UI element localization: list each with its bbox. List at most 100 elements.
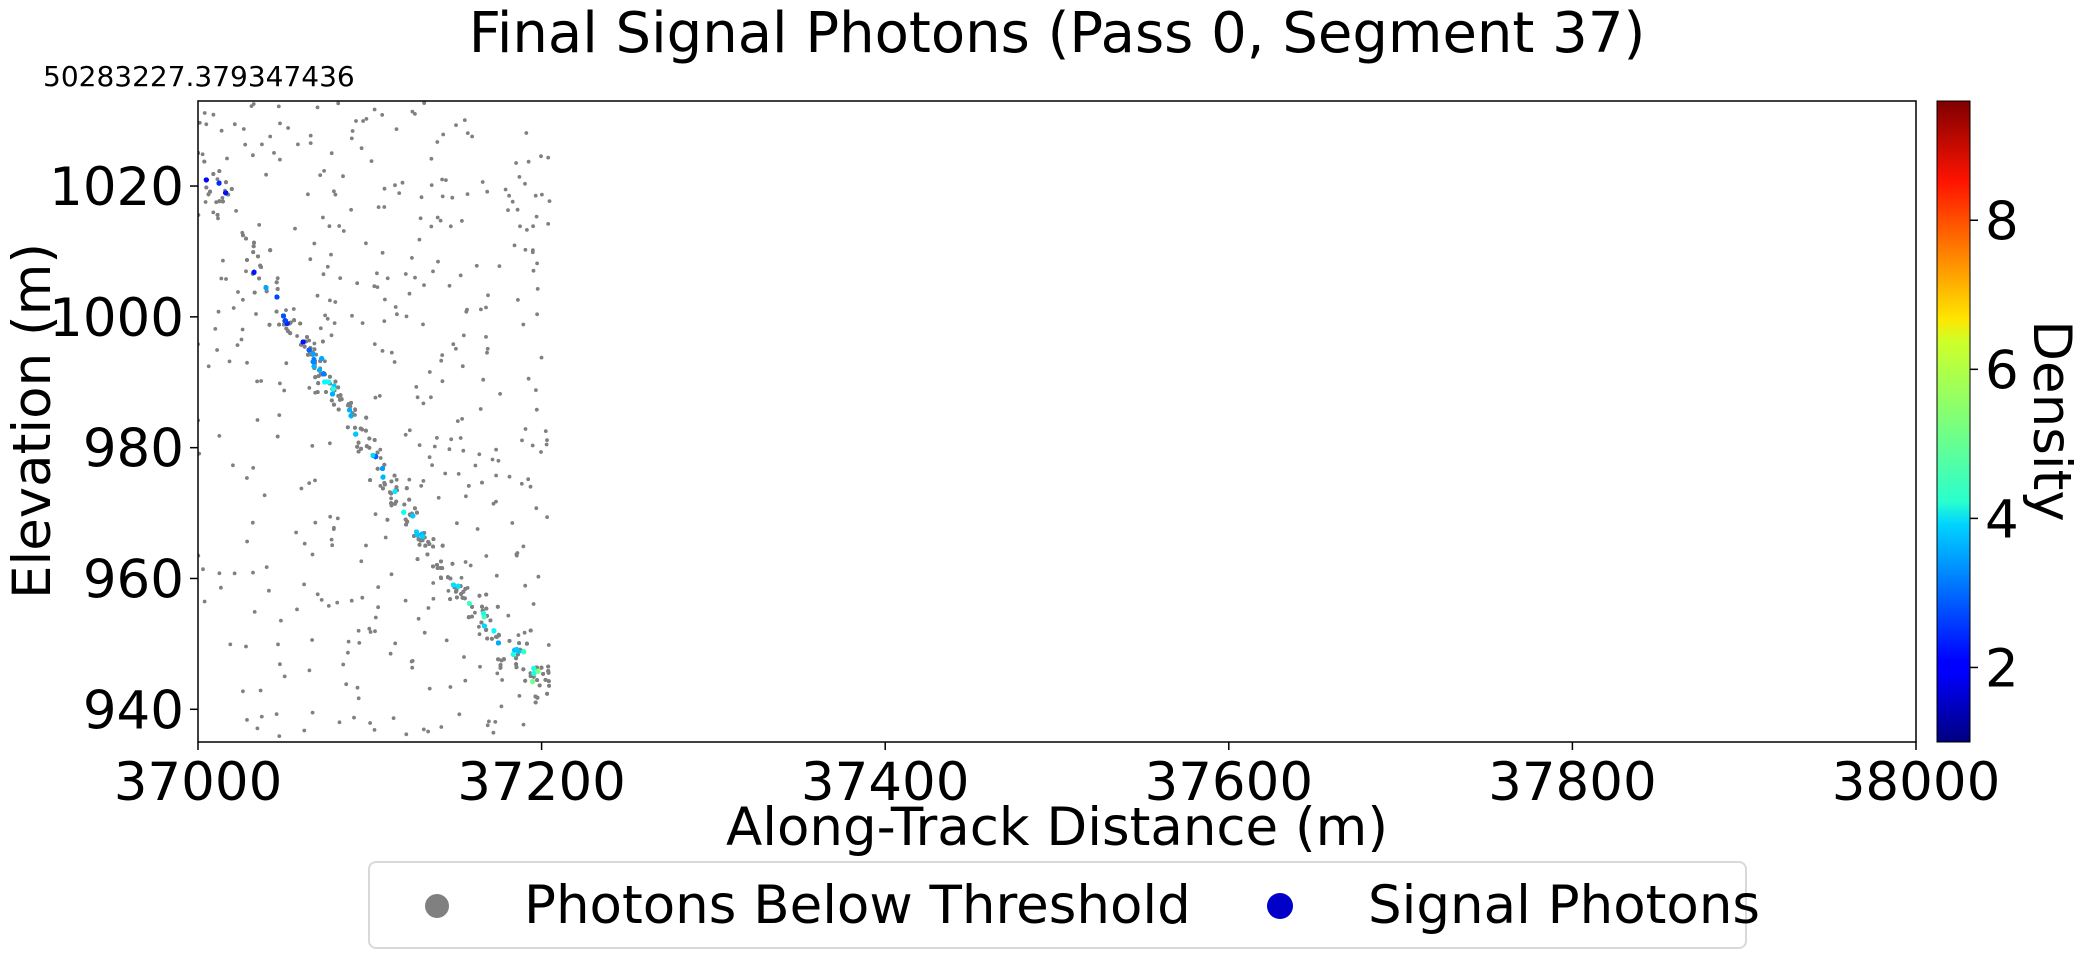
- noise-photon: [407, 477, 412, 482]
- noise-photon: [344, 682, 349, 687]
- noise-photon: [335, 516, 340, 521]
- noise-photon: [327, 224, 332, 229]
- noise-photon: [479, 307, 483, 312]
- noise-photon: [404, 732, 409, 737]
- noise-photon: [244, 269, 248, 274]
- noise-photon: [356, 696, 361, 701]
- noise-photon: [535, 678, 539, 682]
- noise-photon: [525, 228, 529, 232]
- noise-photon: [417, 237, 422, 242]
- noise-photon: [429, 224, 434, 229]
- noise-photon: [426, 729, 430, 734]
- noise-photon: [318, 326, 323, 331]
- noise-photon: [533, 694, 538, 699]
- noise-photon: [480, 604, 484, 609]
- noise-photon: [421, 322, 425, 327]
- signal-photon: [467, 601, 472, 606]
- noise-photon: [431, 596, 436, 601]
- signal-photon: [451, 582, 456, 588]
- signal-photon: [530, 679, 535, 685]
- noise-photon: [380, 250, 385, 255]
- noise-photon: [282, 674, 287, 679]
- noise-photon: [449, 437, 454, 442]
- x-tick-label: 37600: [1144, 752, 1313, 813]
- noise-photon: [448, 224, 453, 229]
- noise-photon: [439, 575, 443, 580]
- noise-photon: [252, 240, 256, 245]
- y-tick-label: 960: [83, 549, 184, 610]
- noise-photon: [341, 662, 346, 667]
- noise-photon: [514, 161, 518, 165]
- noise-photon: [528, 628, 533, 633]
- noise-photon: [284, 308, 288, 312]
- noise-photon: [307, 668, 312, 673]
- noise-photon: [496, 657, 500, 662]
- noise-photon: [228, 642, 233, 647]
- noise-photon: [462, 655, 466, 659]
- noise-photon: [336, 394, 341, 398]
- noise-photon: [375, 450, 380, 455]
- noise-photon: [523, 427, 528, 431]
- legend-label-signal: Signal Photons: [1368, 875, 1760, 936]
- signal-photon: [203, 177, 209, 183]
- noise-photon: [514, 662, 518, 666]
- noise-photon: [268, 134, 273, 139]
- noise-photon: [429, 395, 433, 400]
- noise-photon: [367, 436, 372, 441]
- noise-photon: [375, 466, 380, 471]
- y-tick-label: 940: [83, 680, 184, 741]
- noise-photon: [333, 300, 338, 304]
- noise-photon: [229, 187, 234, 191]
- signal-photon: [330, 386, 336, 392]
- x-tick-label: 37800: [1488, 752, 1657, 813]
- noise-photon: [523, 583, 528, 588]
- noise-photon: [267, 322, 272, 327]
- noise-photon: [315, 105, 320, 110]
- noise-photon: [427, 370, 432, 374]
- noise-photon: [221, 258, 225, 263]
- noise-photon: [372, 342, 377, 346]
- noise-photon: [310, 552, 315, 557]
- signal-photon: [401, 509, 407, 515]
- signal-photon: [347, 407, 352, 413]
- noise-photon: [539, 665, 544, 670]
- signal-photon: [455, 583, 461, 589]
- y-tick-label: 1020: [49, 157, 184, 218]
- noise-photon: [520, 438, 524, 443]
- noise-photon: [382, 205, 387, 209]
- signal-photon: [306, 347, 312, 353]
- noise-photon: [484, 305, 488, 310]
- noise-photon: [368, 630, 373, 634]
- noise-photon: [376, 605, 380, 610]
- noise-photon: [503, 187, 508, 192]
- noise-photon: [526, 159, 531, 164]
- noise-photon: [465, 192, 470, 197]
- noise-photon: [410, 665, 415, 670]
- noise-photon: [202, 159, 207, 164]
- noise-photon: [264, 565, 269, 569]
- noise-photon: [502, 657, 506, 662]
- noise-photon: [431, 581, 436, 585]
- noise-photon: [310, 444, 315, 448]
- noise-photon: [389, 501, 393, 506]
- noise-photon: [473, 610, 477, 615]
- noise-photon: [251, 570, 255, 575]
- noise-photon: [315, 293, 320, 298]
- signal-photon: [319, 356, 325, 361]
- noise-photon: [463, 678, 468, 683]
- noise-photon: [307, 338, 312, 343]
- noise-photon: [202, 599, 207, 604]
- noise-photon: [241, 233, 245, 238]
- noise-photon: [255, 726, 260, 731]
- noise-photon: [465, 307, 469, 312]
- noise-photon: [231, 463, 235, 468]
- noise-photon: [338, 397, 342, 402]
- noise-photon: [546, 155, 551, 160]
- noise-photon: [356, 628, 361, 633]
- noise-photon: [528, 671, 533, 676]
- colorbar-label: Density: [2021, 320, 2076, 522]
- noise-photon: [521, 667, 526, 672]
- noise-photon: [375, 271, 379, 276]
- noise-photon: [468, 563, 473, 568]
- noise-photon: [441, 132, 446, 137]
